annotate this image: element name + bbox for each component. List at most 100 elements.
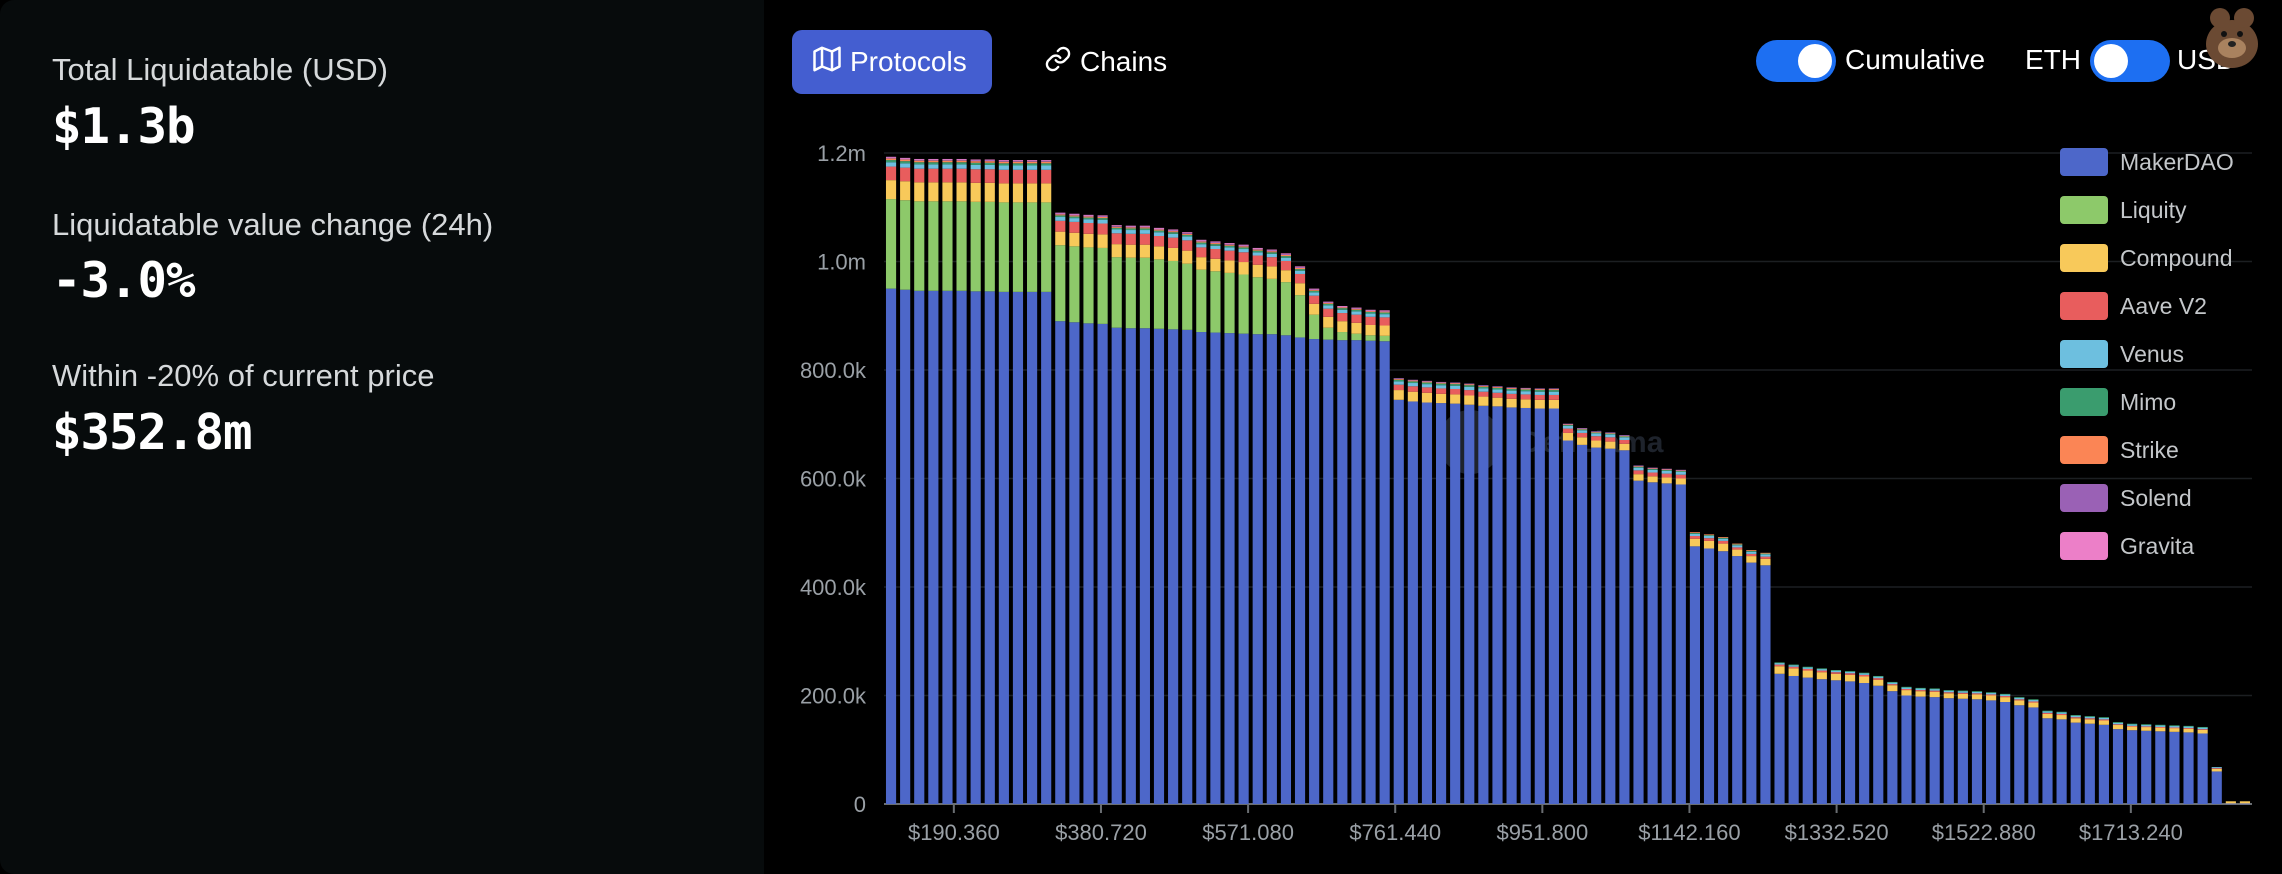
bar-segment-makerdao[interactable]	[1478, 405, 1489, 804]
bar-segment-venus[interactable]	[2014, 697, 2025, 700]
bar-segment-solend[interactable]	[1266, 250, 1277, 252]
bar-segment-aave-v2[interactable]	[1675, 474, 1686, 479]
bar-segment-aave-v2[interactable]	[1210, 249, 1221, 259]
bar-segment-mimo[interactable]	[1224, 245, 1235, 248]
bar-segment-strike[interactable]	[1280, 254, 1292, 257]
bar-segment-aave-v2[interactable]	[2028, 701, 2039, 703]
bar-segment-venus[interactable]	[914, 164, 925, 169]
bar-segment-compound[interactable]	[1788, 668, 1799, 676]
bar-segment-gravita[interactable]	[1224, 243, 1235, 244]
bar-segment-aave-v2[interactable]	[900, 167, 911, 182]
bar-segment-venus[interactable]	[956, 164, 967, 169]
bar-segment-liquity[interactable]	[956, 201, 967, 291]
bar-segment-compound[interactable]	[2239, 801, 2251, 804]
bar-segment-aave-v2[interactable]	[956, 168, 967, 183]
bar-segment-aave-v2[interactable]	[1365, 316, 1376, 325]
bar-segment-solend[interactable]	[1591, 431, 1602, 433]
bar-segment-strike[interactable]	[1309, 289, 1320, 291]
bar-segment-liquity[interactable]	[885, 199, 897, 289]
bar-segment-aave-v2[interactable]	[2211, 768, 2222, 769]
bar-segment-makerdao[interactable]	[1407, 401, 1418, 804]
bar-segment-strike[interactable]	[1097, 217, 1108, 219]
bar-segment-strike[interactable]	[885, 158, 897, 161]
bar-segment-makerdao[interactable]	[1760, 565, 1771, 804]
bar-segment-aave-v2[interactable]	[2056, 713, 2067, 716]
bar-segment-liquity[interactable]	[1294, 295, 1306, 338]
bar-segment-compound[interactable]	[1774, 666, 1785, 674]
bar-segment-strike[interactable]	[1210, 243, 1221, 245]
bar-segment-venus[interactable]	[1591, 433, 1602, 437]
bar-segment-solend[interactable]	[914, 159, 925, 161]
bar-segment-strike[interactable]	[1337, 307, 1348, 309]
bar-segment-venus[interactable]	[1689, 533, 1700, 537]
bar-segment-strike[interactable]	[1464, 384, 1475, 386]
bar-segment-solend[interactable]	[1464, 383, 1475, 385]
bar-segment-aave-v2[interactable]	[1746, 553, 1757, 557]
bar-segment-gravita[interactable]	[998, 160, 1009, 161]
bar-segment-solend[interactable]	[1633, 465, 1644, 467]
bar-segment-aave-v2[interactable]	[1280, 260, 1292, 271]
bar-segment-strike[interactable]	[1125, 227, 1136, 229]
bar-segment-gravita[interactable]	[1139, 225, 1150, 227]
bar-segment-mimo[interactable]	[2056, 711, 2067, 713]
bar-segment-makerdao[interactable]	[1224, 333, 1235, 804]
bar-segment-gravita[interactable]	[1097, 215, 1108, 217]
bar-segment-aave-v2[interactable]	[1421, 387, 1433, 393]
bar-segment-venus[interactable]	[1901, 687, 1912, 689]
legend-item[interactable]: Solend	[2060, 484, 2192, 512]
currency-toggle[interactable]	[2090, 40, 2170, 82]
bar-segment-aave-v2[interactable]	[2000, 696, 2011, 698]
bar-segment-solend[interactable]	[1661, 468, 1672, 470]
bar-segment-aave-v2[interactable]	[1901, 688, 1912, 691]
bar-segment-makerdao[interactable]	[1788, 675, 1799, 804]
bar-segment-compound[interactable]	[1139, 244, 1150, 258]
bar-segment-makerdao[interactable]	[1605, 448, 1616, 804]
bar-segment-strike[interactable]	[1577, 428, 1588, 430]
bar-segment-solend[interactable]	[1577, 428, 1588, 429]
bar-segment-venus[interactable]	[2056, 712, 2067, 714]
bar-segment-makerdao[interactable]	[1619, 450, 1630, 804]
bar-segment-compound[interactable]	[1746, 556, 1757, 563]
bar-segment-mimo[interactable]	[1605, 433, 1616, 435]
bar-segment-venus[interactable]	[1661, 470, 1672, 474]
bar-segment-aave-v2[interactable]	[2169, 727, 2180, 729]
bar-segment-compound[interactable]	[1012, 183, 1024, 203]
bar-segment-compound[interactable]	[1633, 474, 1644, 481]
bar-segment-liquity[interactable]	[914, 201, 925, 291]
bar-segment-gravita[interactable]	[1041, 160, 1052, 161]
bar-segment-compound[interactable]	[2084, 719, 2095, 724]
bar-segment-mimo[interactable]	[970, 162, 981, 165]
bar-segment-venus[interactable]	[2169, 725, 2180, 728]
bar-segment-venus[interactable]	[984, 164, 995, 170]
bar-segment-strike[interactable]	[914, 160, 925, 163]
bar-segment-compound[interactable]	[1943, 693, 1954, 699]
bar-segment-gravita[interactable]	[956, 158, 967, 160]
bar-segment-makerdao[interactable]	[1182, 329, 1193, 804]
bar-segment-solend[interactable]	[1224, 243, 1235, 245]
bar-segment-strike[interactable]	[1746, 550, 1757, 551]
bar-segment-compound[interactable]	[1887, 685, 1898, 692]
bar-segment-liquity[interactable]	[1309, 314, 1320, 340]
bar-segment-venus[interactable]	[1097, 219, 1108, 224]
bar-segment-gravita[interactable]	[1323, 301, 1334, 303]
tab-chains[interactable]: Chains	[1024, 30, 1184, 94]
bar-segment-mimo[interactable]	[1210, 244, 1221, 246]
bar-segment-venus[interactable]	[1929, 688, 1940, 691]
bar-segment-mimo[interactable]	[1718, 537, 1729, 539]
bar-segment-gravita[interactable]	[1111, 225, 1122, 226]
bar-segment-solend[interactable]	[942, 159, 953, 161]
bar-segment-mimo[interactable]	[1478, 386, 1489, 389]
bar-segment-liquity[interactable]	[1069, 246, 1080, 323]
bar-segment-makerdao[interactable]	[1675, 484, 1686, 804]
bar-segment-mimo[interactable]	[1633, 466, 1644, 468]
bar-segment-venus[interactable]	[1971, 691, 1983, 694]
bar-segment-compound[interactable]	[928, 182, 939, 202]
bar-segment-liquity[interactable]	[1238, 274, 1249, 334]
bar-segment-compound[interactable]	[1168, 247, 1179, 261]
bar-segment-liquity[interactable]	[1055, 245, 1066, 322]
bar-segment-mimo[interactable]	[1915, 687, 1926, 689]
bar-segment-aave-v2[interactable]	[1971, 693, 1983, 695]
bar-segment-gravita[interactable]	[1379, 310, 1390, 312]
bar-segment-mimo[interactable]	[1111, 227, 1122, 230]
bar-segment-mimo[interactable]	[1182, 234, 1193, 237]
